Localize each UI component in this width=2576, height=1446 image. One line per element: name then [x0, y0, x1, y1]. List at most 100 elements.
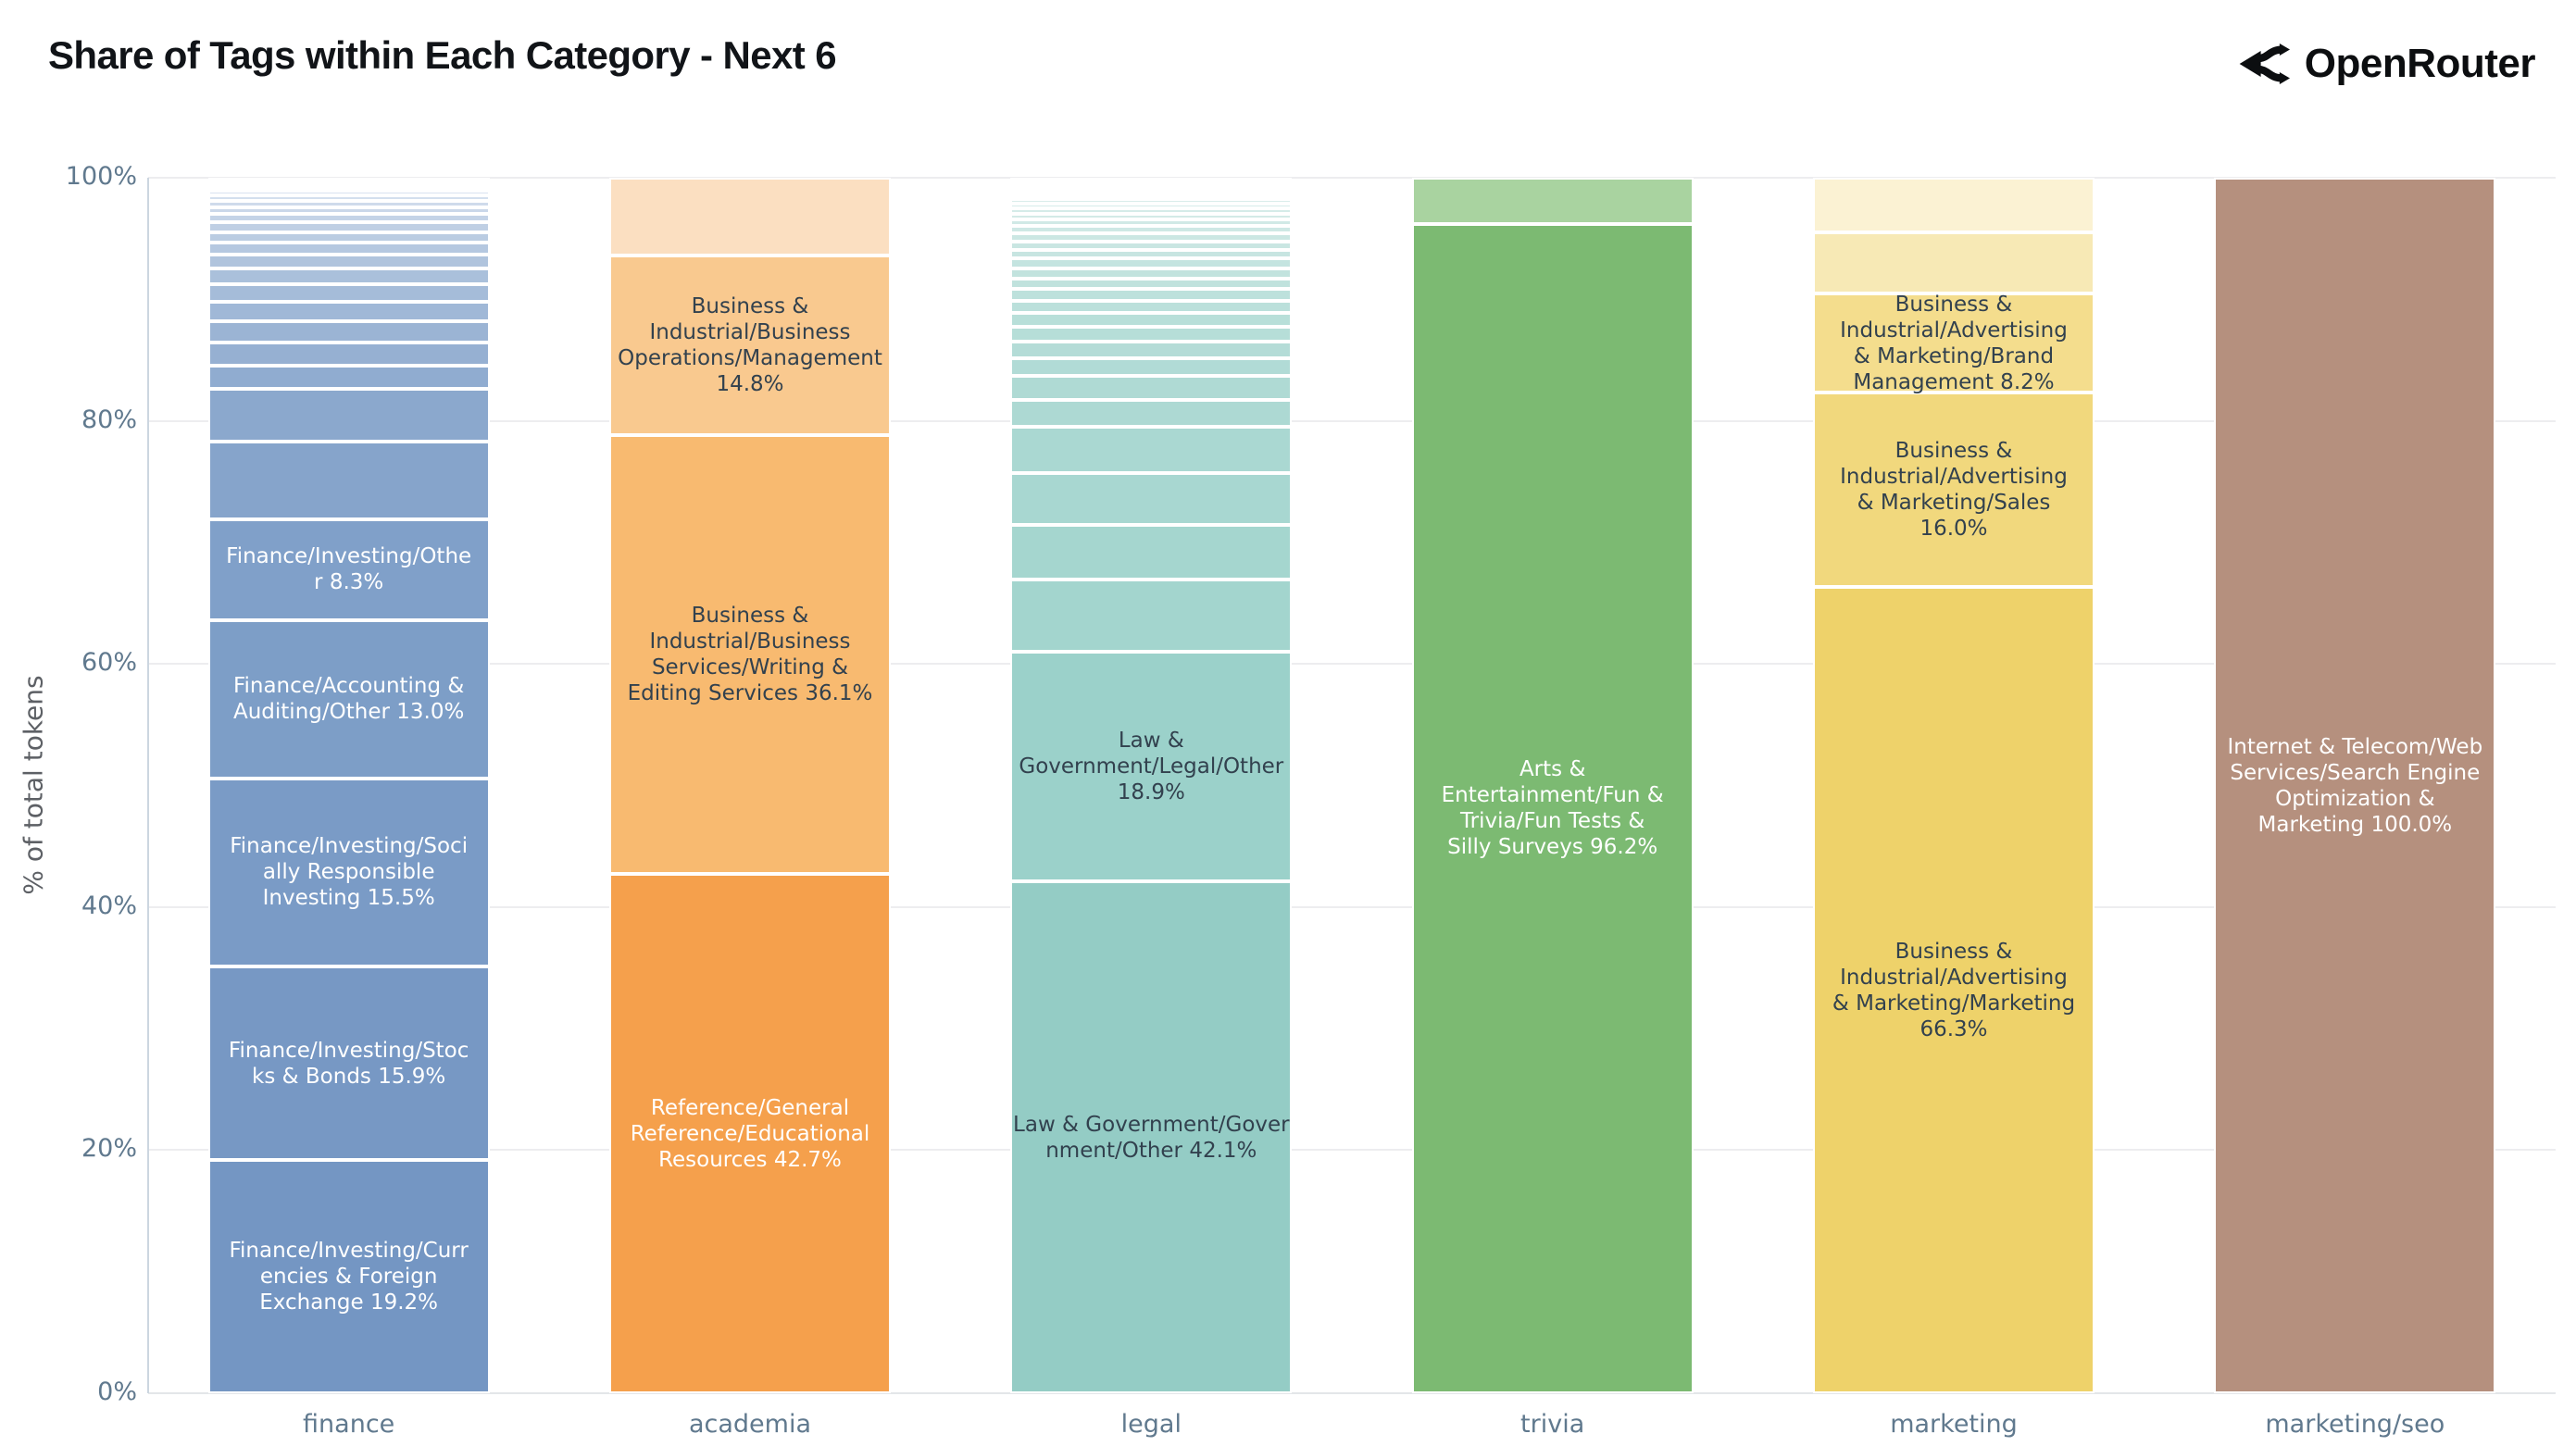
- segment-legal-unlabeled[interactable]: [1010, 199, 1293, 204]
- gridline-60pct: [148, 663, 2556, 666]
- segment-finance-finance-investing-socially-responsible-investing[interactable]: Finance/Investing/Soci ally Responsible In…: [207, 778, 490, 967]
- segment-marketing-seo-internet-telecom-web-services-search-engine-optimization-marketing[interactable]: Internet & Telecom/Web Services/Search En…: [2214, 178, 2496, 1393]
- segment-legal-unlabeled[interactable]: [1010, 249, 1293, 259]
- segment-label: Business & Industrial/Advertising & Market…: [1832, 939, 2076, 1041]
- segment-finance-unlabeled[interactable]: [207, 243, 490, 256]
- segment-legal-unlabeled[interactable]: [1010, 241, 1293, 250]
- segment-label: Internet & Telecom/Web Services/Search En…: [2227, 734, 2483, 837]
- segment-finance-unlabeled[interactable]: [207, 442, 490, 519]
- openrouter-logo-icon: [2236, 37, 2290, 91]
- y-tick-label-80pct: 80%: [81, 405, 137, 434]
- segment-finance-unlabeled[interactable]: [207, 214, 490, 223]
- segment-label: Finance/Investing/Stoc ks & Bonds 15.9%: [228, 1038, 469, 1089]
- segment-label: Finance/Accounting & Auditing/Other 13.0%: [232, 674, 465, 725]
- x-tick-label-trivia: trivia: [1520, 1410, 1585, 1439]
- x-tick-label-finance: finance: [303, 1410, 395, 1439]
- segment-finance-unlabeled[interactable]: [207, 182, 490, 187]
- segment-finance-finance-investing-other[interactable]: Finance/Investing/Othe r 8.3%: [207, 518, 490, 620]
- segment-trivia-unlabeled[interactable]: [1411, 178, 1694, 224]
- segment-legal-unlabeled[interactable]: [1010, 327, 1293, 343]
- segment-legal-unlabeled[interactable]: [1010, 289, 1293, 301]
- segment-label: Finance/Investing/Curr encies & Foreign Ex…: [229, 1238, 469, 1315]
- segment-legal-unlabeled[interactable]: [1010, 213, 1293, 220]
- y-axis-line: [147, 178, 149, 1393]
- y-tick-label-60pct: 60%: [81, 648, 137, 678]
- segment-marketing-unlabeled[interactable]: [1813, 178, 2095, 233]
- gridline-20pct: [148, 1149, 2556, 1152]
- segment-label: Business & Industrial/Advertising & Market…: [1840, 439, 2068, 542]
- segment-finance-unlabeled[interactable]: [207, 186, 490, 192]
- segment-label: Business & Industrial/Business Services/Wr…: [627, 604, 873, 706]
- segment-label: Business & Industrial/Advertising & Market…: [1840, 292, 2068, 394]
- segment-legal-unlabeled[interactable]: [1010, 426, 1293, 474]
- segment-legal-unlabeled[interactable]: [1010, 400, 1293, 427]
- x-tick-label-marketing: marketing: [1890, 1410, 2018, 1439]
- chart-title: Share of Tags within Each Category - Nex…: [48, 33, 837, 77]
- segment-finance-unlabeled[interactable]: [207, 222, 490, 232]
- segment-label: Law & Government/Gover nment/Other 42.1%: [1013, 1112, 1290, 1163]
- segment-finance-unlabeled[interactable]: [207, 320, 490, 343]
- segment-label: Business & Industrial/Business Operations/…: [618, 294, 882, 397]
- segment-legal-unlabeled[interactable]: [1010, 203, 1293, 208]
- segment-finance-unlabeled[interactable]: [207, 343, 490, 366]
- openrouter-logo-text: OpenRouter: [2304, 41, 2536, 86]
- segment-legal-unlabeled[interactable]: [1010, 580, 1293, 653]
- segment-academia-business-industrial-business-operations-management[interactable]: Business & Industrial/Business Operations/…: [609, 256, 891, 436]
- segment-marketing-business-industrial-advertising-marketing-marketing[interactable]: Business & Industrial/Advertising & Market…: [1813, 587, 2095, 1393]
- segment-trivia-arts-entertainment-fun-trivia-fun-tests-silly-surveys[interactable]: Arts & Entertainment/Fun & Trivia/Fun Test…: [1411, 223, 1694, 1393]
- segment-finance-unlabeled[interactable]: [207, 231, 490, 243]
- segment-legal-unlabeled[interactable]: [1010, 233, 1293, 242]
- segment-marketing-business-industrial-advertising-marketing-sales[interactable]: Business & Industrial/Advertising & Market…: [1813, 393, 2095, 588]
- segment-finance-unlabeled[interactable]: [207, 191, 490, 196]
- segment-label: Finance/Investing/Soci ally Responsible In…: [230, 834, 469, 911]
- segment-legal-unlabeled[interactable]: [1010, 473, 1293, 525]
- segment-legal-unlabeled[interactable]: [1010, 376, 1293, 401]
- segment-finance-finance-investing-currencies-foreign-exchange[interactable]: Finance/Investing/Curr encies & Foreign Ex…: [207, 1159, 490, 1393]
- segment-legal-unlabeled[interactable]: [1010, 268, 1293, 279]
- segment-legal-unlabeled[interactable]: [1010, 192, 1293, 196]
- segment-legal-unlabeled[interactable]: [1010, 313, 1293, 328]
- segment-legal-unlabeled[interactable]: [1010, 258, 1293, 268]
- segment-legal-unlabeled[interactable]: [1010, 278, 1293, 290]
- segment-legal-unlabeled[interactable]: [1010, 524, 1293, 580]
- segment-academia-reference-general-reference-educational-resources[interactable]: Reference/General Reference/Educational Re…: [609, 874, 891, 1393]
- segment-finance-unlabeled[interactable]: [207, 178, 490, 181]
- gridline-80pct: [148, 419, 2556, 422]
- segment-academia-unlabeled[interactable]: [609, 178, 891, 256]
- segment-finance-unlabeled[interactable]: [207, 302, 490, 321]
- gridline-40pct: [148, 905, 2556, 908]
- segment-finance-unlabeled[interactable]: [207, 283, 490, 303]
- segment-marketing-unlabeled[interactable]: [1813, 232, 2095, 293]
- segment-finance-finance-accounting-auditing-other[interactable]: Finance/Accounting & Auditing/Other 13.0%: [207, 619, 490, 779]
- x-tick-label-legal: legal: [1120, 1410, 1182, 1439]
- segment-legal-unlabeled[interactable]: [1010, 226, 1293, 234]
- x-tick-label-marketing-seo: marketing/seo: [2265, 1410, 2445, 1439]
- segment-legal-unlabeled[interactable]: [1010, 219, 1293, 227]
- segment-legal-unlabeled[interactable]: [1010, 300, 1293, 314]
- segment-finance-unlabeled[interactable]: [207, 201, 490, 207]
- segment-label: Reference/General Reference/Educational Re…: [630, 1095, 870, 1172]
- segment-legal-unlabeled[interactable]: [1010, 208, 1293, 214]
- segment-legal-unlabeled[interactable]: [1010, 195, 1293, 200]
- segment-finance-unlabeled[interactable]: [207, 268, 490, 284]
- segment-finance-unlabeled[interactable]: [207, 389, 490, 443]
- y-tick-label-40pct: 40%: [81, 891, 137, 920]
- segment-legal-law-government-government-other[interactable]: Law & Government/Gover nment/Other 42.1%: [1010, 881, 1293, 1393]
- segment-finance-unlabeled[interactable]: [207, 255, 490, 269]
- y-tick-label-100pct: 100%: [65, 162, 137, 191]
- segment-finance-unlabeled[interactable]: [207, 365, 490, 390]
- y-tick-label-0pct: 0%: [97, 1377, 137, 1406]
- segment-legal-unlabeled[interactable]: [1010, 178, 1293, 181]
- segment-finance-finance-investing-stocks-bonds[interactable]: Finance/Investing/Stoc ks & Bonds 15.9%: [207, 966, 490, 1160]
- segment-academia-business-industrial-business-services-writing-editing-services[interactable]: Business & Industrial/Business Services/Wr…: [609, 435, 891, 875]
- segment-label: Law & Government/Legal/Other 18.9%: [1019, 729, 1284, 805]
- segment-legal-unlabeled[interactable]: [1010, 357, 1293, 377]
- segment-finance-unlabeled[interactable]: [207, 195, 490, 202]
- x-tick-label-academia: academia: [688, 1410, 812, 1439]
- gridline-0pct: [148, 1392, 2556, 1394]
- segment-marketing-business-industrial-advertising-marketing-brand-management[interactable]: Business & Industrial/Advertising & Market…: [1813, 292, 2095, 394]
- segment-legal-unlabeled[interactable]: [1010, 342, 1293, 358]
- segment-legal-law-government-legal-other[interactable]: Law & Government/Legal/Other 18.9%: [1010, 652, 1293, 882]
- segment-finance-unlabeled[interactable]: [207, 206, 490, 215]
